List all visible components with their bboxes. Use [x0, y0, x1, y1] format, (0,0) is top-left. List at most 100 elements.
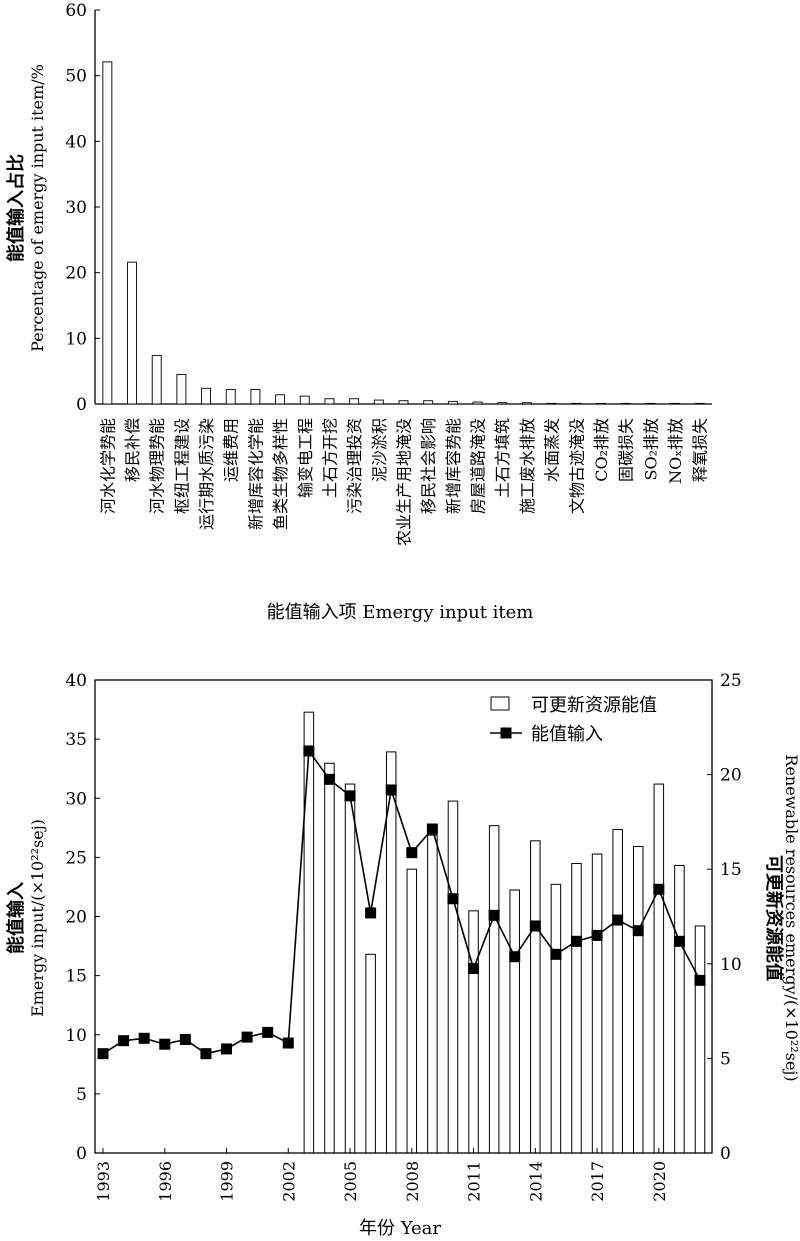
chart1-bar — [423, 400, 434, 405]
chart2-line-marker — [550, 948, 562, 960]
chart2-x-tick-label: 2014 — [526, 1161, 545, 1202]
chart2-right-tick-label: 25 — [720, 671, 742, 691]
chart1-category-labels: 河水化学势能 移民补偿 河水物理势能 枢纽工程建设 运行期水质污染 运维费用 新增库容化学能… — [98, 418, 709, 546]
chart2-renewable-bar — [344, 783, 356, 1154]
chart1-bar — [546, 402, 557, 405]
chart1-category-label: NOₓ排放 — [666, 418, 685, 484]
chart1-category-label: 污染治理投资 — [345, 418, 364, 514]
chart2-line-marker — [509, 951, 521, 963]
chart2-renewable-bar — [674, 864, 685, 1154]
chart1-category-label: SO₂排放 — [641, 418, 660, 481]
chart2-right-tick-label: 15 — [720, 860, 742, 880]
chart1-bar — [595, 402, 606, 405]
chart1-bar — [349, 398, 360, 405]
chart2-renewable-bar — [550, 883, 562, 1154]
chart2-x-tick-label: 1996 — [156, 1161, 175, 1202]
chart1-bar — [670, 402, 680, 405]
chart2-left-tick-label: 30 — [65, 789, 87, 809]
chart2-line-marker — [344, 790, 356, 802]
chart2-line-marker — [694, 974, 706, 986]
chart2-renewable-bars — [303, 711, 706, 1154]
chart1-bar — [398, 400, 409, 405]
chart1-bar — [620, 402, 631, 405]
chart1-bar — [324, 398, 335, 405]
chart1-category-label: 运维费用 — [222, 418, 241, 482]
chart1-category-label: 土石方填筑 — [493, 418, 512, 498]
chart2-right-tick-label: 0 — [720, 1144, 731, 1164]
chart1-bar — [225, 389, 236, 405]
chart2-right-tick-label: 10 — [720, 955, 742, 975]
chart2-left-tick-label: 35 — [65, 730, 87, 750]
chart2-renewable-bar — [365, 953, 376, 1154]
chart2-left-tick-label: 20 — [65, 908, 87, 928]
chart1-y-tick-label: 20 — [65, 264, 87, 284]
chart1-bar — [472, 401, 483, 405]
chart-emergy-by-year: 0 5 10 15 20 25 30 35 40 0 5 10 15 20 25 1993 1996 1999 20… — [5, 671, 800, 1239]
chart1-ylabel-cn: 能值输入占比 — [5, 154, 27, 262]
chart2-line-marker — [591, 929, 603, 941]
chart1-bar — [645, 402, 656, 405]
chart1-ylabel-en: Percentage of emergy input item/% — [28, 64, 47, 352]
chart1-category-label: CO₂排放 — [592, 418, 611, 482]
chart2-renewable-bar — [324, 762, 335, 1154]
chart1-category-label: 新增库容势能 — [444, 418, 463, 514]
chart1-category-label: 枢纽工程建设 — [172, 418, 191, 514]
chart2-x-tick-label: 2017 — [588, 1161, 607, 1202]
chart2-line-marker — [426, 823, 438, 835]
chart2-renewable-bar — [447, 800, 459, 1154]
chart2-renewable-bar — [427, 834, 438, 1154]
chart2-line-marker — [447, 893, 459, 905]
chart1-category-label: 施工废水排放 — [518, 418, 537, 514]
chart2-x-tick-label: 2002 — [279, 1161, 298, 1202]
chart2-line-marker — [179, 1033, 191, 1045]
chart2-legend: 可更新资源能值 能值输入 — [490, 695, 657, 745]
chart1-category-label: 泥沙淤积 — [370, 418, 389, 482]
chart1-y-tick-label: 0 — [76, 395, 87, 415]
chart2-xlabel: 年份 Year — [359, 1218, 441, 1239]
chart1-bar — [571, 402, 582, 405]
chart2-renewable-bar — [612, 828, 623, 1154]
chart1-category-label: 释氧损失 — [691, 418, 710, 482]
chart2-x-tick-label: 1999 — [218, 1161, 237, 1202]
chart1-category-label: 文物古迹淹没 — [567, 418, 586, 514]
chart1-category-label: 运行期水质污染 — [197, 418, 216, 530]
chart2-left-tick-label: 15 — [65, 967, 87, 987]
chart2-line-marker — [653, 883, 665, 895]
chart1-category-label: 移民社会影响 — [419, 418, 438, 514]
chart2-left-tick-label: 10 — [65, 1026, 87, 1046]
chart1-y-tick-label: 30 — [65, 198, 87, 218]
chart1-bar — [521, 402, 532, 405]
chart1-y-tick-label: 50 — [65, 67, 87, 87]
chart2-line-marker — [262, 1026, 274, 1038]
chart1-category-label: 土石方开挖 — [320, 418, 339, 498]
chart-emergy-input-items: 0 10 20 30 40 50 60 河水化学势能 移民补偿 河水物理势能 枢纽工程建设 运行期水… — [5, 1, 712, 623]
chart2-left-tick-label: 25 — [65, 848, 87, 868]
chart2-right-tick-label: 20 — [720, 766, 742, 786]
legend-line-marker — [500, 727, 512, 739]
chart2-line-marker — [385, 784, 397, 796]
chart2-line-marker — [282, 1037, 294, 1049]
chart2-ylabel-right-cn: 可更新资源能值 — [763, 855, 785, 981]
chart2-renewable-bar — [509, 889, 520, 1154]
chart1-y-tick-label: 40 — [65, 132, 87, 152]
chart1-category-label: 输变电工程 — [296, 418, 315, 498]
chart1-bar — [176, 374, 187, 405]
chart1-xlabel: 能值输入项 Emergy input item — [267, 602, 534, 623]
chart1-bar — [127, 261, 137, 405]
chart2-renewable-bar — [468, 910, 479, 1154]
chart2-ylabel-right-en: Renewable resources emergy/(×10²²sej) — [782, 754, 800, 1081]
chart2-left-tick-label: 40 — [65, 671, 87, 691]
chart1-y-tick-label: 60 — [65, 1, 87, 21]
chart2-line-path — [102, 748, 701, 1055]
chart2-line-marker — [241, 1031, 253, 1043]
chart2-line-marker — [118, 1035, 130, 1047]
chart1-y-tick-label: 10 — [65, 329, 87, 349]
chart2-x-tick-label: 1993 — [94, 1161, 113, 1202]
chart1-bar — [250, 389, 261, 405]
chart2-renewable-bar — [406, 868, 418, 1154]
chart2-x-tick-label: 2005 — [341, 1161, 360, 1202]
chart1-category-label: 农业生产用地淹没 — [395, 418, 414, 546]
chart2-x-tick-label: 2008 — [403, 1161, 422, 1202]
chart2-ylabel-left-cn: 能值输入 — [5, 882, 27, 954]
